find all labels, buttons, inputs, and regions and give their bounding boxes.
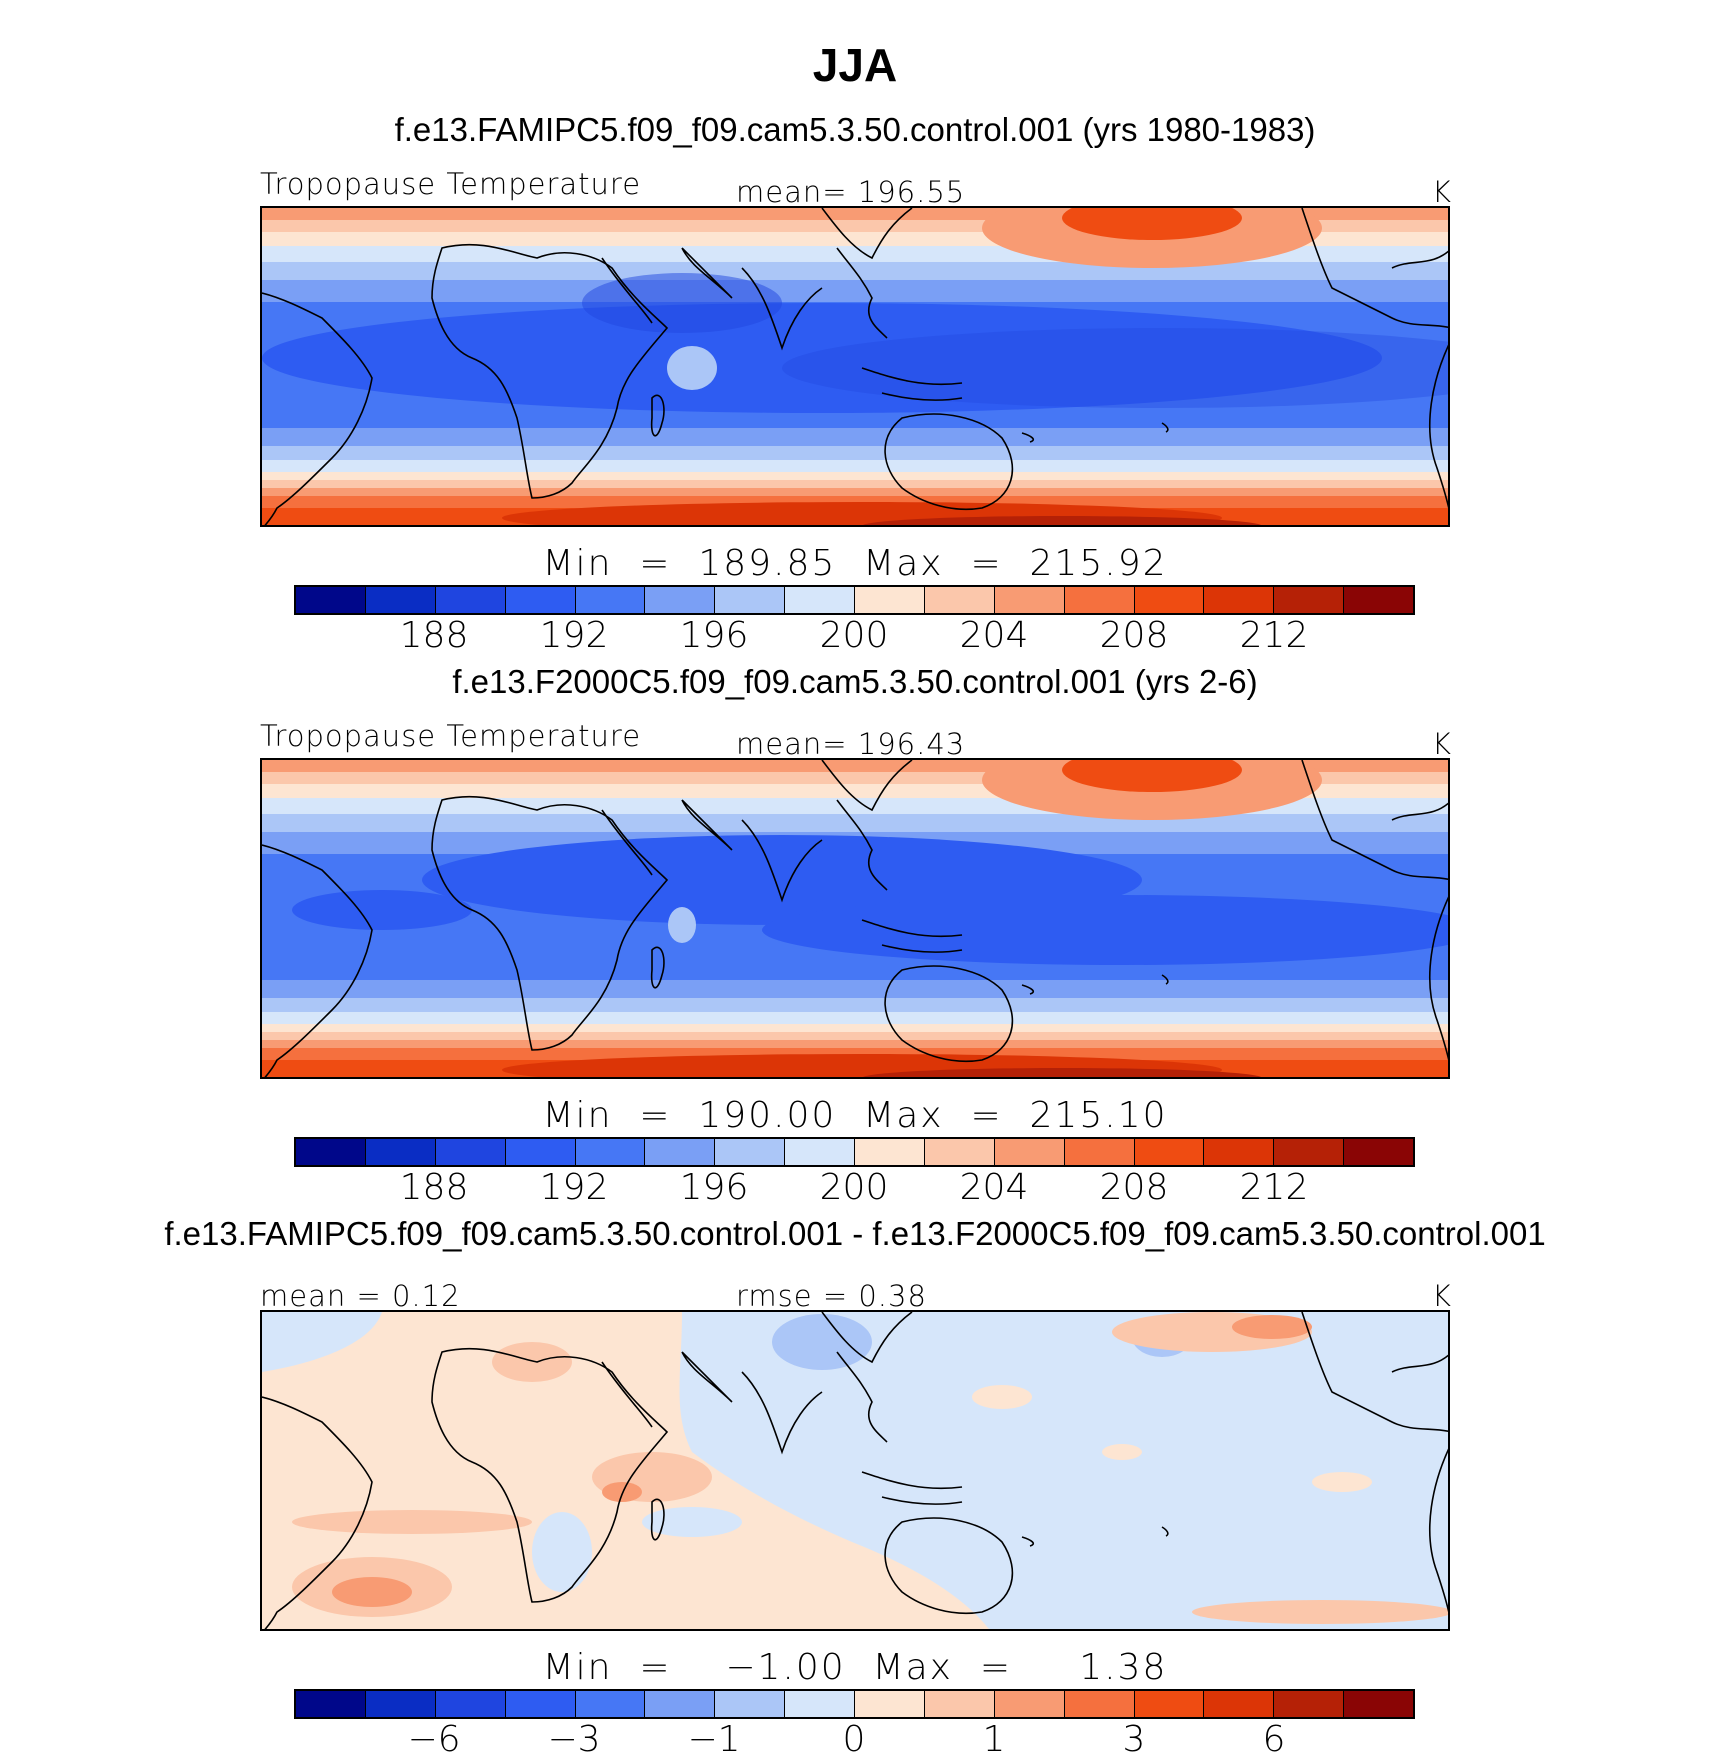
colorbar-cell: [575, 1691, 646, 1717]
panel2-title: f.e13.F2000C5.f09_f09.cam5.3.50.control.…: [452, 663, 1258, 700]
panel3-colorbar: [294, 1689, 1415, 1719]
panel3-rmse-label: rmse = 0.38: [736, 1279, 927, 1313]
colorbar-cell: [575, 587, 646, 613]
colorbar-cell: [435, 587, 506, 613]
panel3-map-svg: [262, 1312, 1448, 1629]
colorbar-cell: [715, 1691, 786, 1717]
colorbar-cell: [715, 587, 786, 613]
panel2-variable-label: Tropopause Temperature: [260, 719, 642, 753]
colorbar-cell: [505, 1691, 576, 1717]
colorbar-cell: [505, 587, 576, 613]
colorbar-cell: [645, 1691, 716, 1717]
colorbar-cell: [855, 1691, 925, 1717]
colorbar-cell: [1064, 1139, 1135, 1165]
colorbar-tick-label: 196: [679, 615, 749, 656]
figure-title: JJA: [812, 39, 898, 91]
colorbar-cell: [855, 587, 925, 613]
panel3-colorbar-ticks: −6 −3 −1 0 1 3 6: [294, 1719, 1415, 1760]
colorbar-tick-label: 200: [819, 615, 889, 656]
panel3-min-max: Min = −1.00 Max = 1.38: [542, 1647, 1168, 1688]
colorbar-cell: [1064, 587, 1135, 613]
colorbar-cell: [855, 1139, 925, 1165]
colorbar-tick-label: 188: [399, 615, 469, 656]
colorbar-cell: [1274, 587, 1345, 613]
colorbar-cell: [715, 1139, 786, 1165]
panel3-map: [260, 1310, 1450, 1631]
colorbar-cell: [785, 1691, 855, 1717]
colorbar-cell: [365, 1691, 436, 1717]
panel2-mean-label: mean= 196.43: [736, 727, 966, 761]
colorbar-tick-label: 204: [959, 1167, 1029, 1208]
colorbar-cell: [296, 1691, 366, 1717]
colorbar-cell: [924, 1691, 995, 1717]
panel3-title: f.e13.FAMIPC5.f09_f09.cam5.3.50.control.…: [164, 1215, 1546, 1252]
panel2-map: [260, 758, 1450, 1079]
colorbar-cell: [1134, 1139, 1205, 1165]
panel2-colorbar: [294, 1137, 1415, 1167]
colorbar-tick-label: 212: [1239, 1167, 1309, 1208]
colorbar-cell: [785, 587, 855, 613]
colorbar-cell: [994, 1139, 1065, 1165]
colorbar-tick-label: −3: [547, 1719, 601, 1760]
colorbar-tick-label: −6: [407, 1719, 461, 1760]
colorbar-tick-label: 208: [1099, 615, 1169, 656]
colorbar-cell: [575, 1139, 646, 1165]
panel1-mean-label: mean= 196.55: [736, 175, 966, 209]
panel1-map-svg: [262, 208, 1448, 525]
panel2-colorbar-ticks: 188 192 196 200 204 208 212: [294, 1167, 1415, 1208]
colorbar-tick-label: 196: [679, 1167, 749, 1208]
colorbar-cell: [645, 1139, 716, 1165]
panel1-variable-label: Tropopause Temperature: [260, 167, 642, 201]
colorbar-cell: [1134, 1691, 1205, 1717]
panel1-title: f.e13.FAMIPC5.f09_f09.cam5.3.50.control.…: [394, 111, 1316, 148]
colorbar-cell: [1204, 1691, 1275, 1717]
colorbar-cell: [435, 1139, 506, 1165]
colorbar-cell: [1344, 1139, 1413, 1165]
colorbar-tick-label: 208: [1099, 1167, 1169, 1208]
colorbar-tick-label: 200: [819, 1167, 889, 1208]
colorbar-tick-label: 6: [1262, 1719, 1286, 1760]
colorbar-cell: [1064, 1691, 1135, 1717]
colorbar-cell: [1204, 587, 1275, 613]
panel2-unit-label: K: [1432, 727, 1453, 761]
colorbar-cell: [435, 1691, 506, 1717]
panel2-min-max: Min = 190.00 Max = 215.10: [542, 1095, 1168, 1136]
colorbar-tick-label: 204: [959, 615, 1029, 656]
colorbar-tick-label: 3: [1122, 1719, 1146, 1760]
colorbar-cell: [1204, 1139, 1275, 1165]
colorbar-cell: [994, 1691, 1065, 1717]
colorbar-tick-label: 212: [1239, 615, 1309, 656]
colorbar-cell: [505, 1139, 576, 1165]
colorbar-cell: [785, 1139, 855, 1165]
panel1-colorbar: [294, 585, 1415, 615]
colorbar-cell: [924, 587, 995, 613]
colorbar-cell: [365, 587, 436, 613]
colorbar-cell: [365, 1139, 436, 1165]
colorbar-cell: [1274, 1691, 1345, 1717]
panel1-min-max: Min = 189.85 Max = 215.92: [542, 543, 1168, 584]
colorbar-cell: [645, 587, 716, 613]
colorbar-tick-label: 1: [982, 1719, 1006, 1760]
colorbar-cell: [1344, 587, 1413, 613]
colorbar-cell: [1134, 587, 1205, 613]
panel2-map-svg: [262, 760, 1448, 1077]
colorbar-tick-label: −1: [687, 1719, 741, 1760]
panel3-mean-label: mean = 0.12: [260, 1279, 461, 1313]
panel1-unit-label: K: [1432, 175, 1453, 209]
colorbar-tick-label: 188: [399, 1167, 469, 1208]
colorbar-tick-label: 0: [842, 1719, 866, 1760]
colorbar-cell: [296, 587, 366, 613]
panel3-unit-label: K: [1432, 1279, 1453, 1313]
colorbar-cell: [994, 587, 1065, 613]
colorbar-cell: [1274, 1139, 1345, 1165]
colorbar-tick-label: 192: [539, 1167, 609, 1208]
colorbar-cell: [296, 1139, 366, 1165]
colorbar-cell: [1344, 1691, 1413, 1717]
panel1-colorbar-ticks: 188 192 196 200 204 208 212: [294, 615, 1415, 656]
colorbar-cell: [924, 1139, 995, 1165]
panel1-map: [260, 206, 1450, 527]
colorbar-tick-label: 192: [539, 615, 609, 656]
